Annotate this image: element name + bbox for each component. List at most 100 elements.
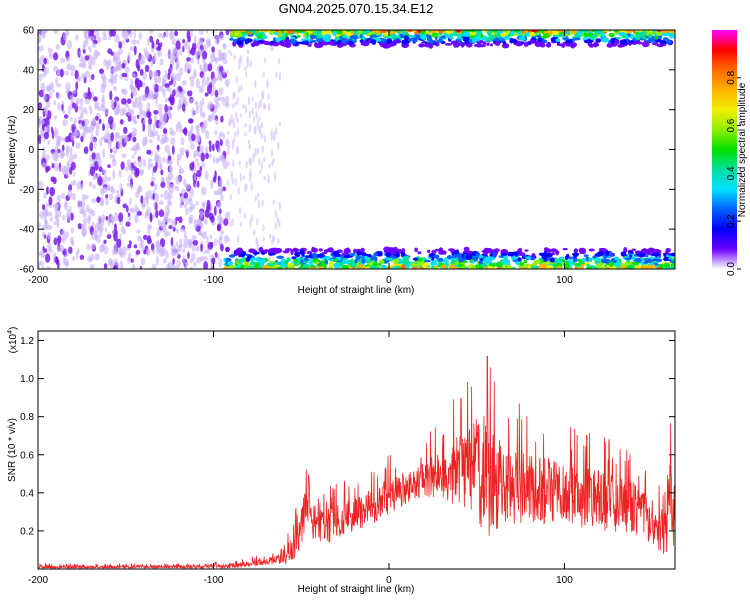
spectrogram-blob bbox=[149, 163, 154, 168]
spectrogram-blob bbox=[202, 50, 208, 60]
spectrogram-blob bbox=[91, 230, 97, 241]
spectrogram-blob bbox=[89, 141, 94, 152]
spectrogram-blob bbox=[82, 43, 86, 49]
spectrogram-x-ticks: -200 -100 0 100 bbox=[28, 30, 573, 286]
spectrogram-band-mark bbox=[364, 258, 372, 264]
spectrogram-blob bbox=[142, 159, 147, 168]
x-tick-label: -200 bbox=[28, 275, 48, 286]
spectrogram-blob bbox=[140, 102, 143, 112]
spectrogram-blob bbox=[139, 265, 143, 269]
spectrogram-blob bbox=[48, 248, 53, 254]
spectrogram-band-mark bbox=[285, 36, 289, 40]
spectrogram-blob bbox=[109, 90, 113, 101]
spectrogram-band-mark bbox=[237, 258, 243, 264]
spectrogram-blob bbox=[179, 202, 183, 209]
spectrogram-blob bbox=[88, 181, 93, 187]
spectrogram-blob bbox=[234, 101, 237, 107]
spectrogram-band-mark bbox=[496, 31, 501, 38]
spectrogram-blob bbox=[169, 30, 173, 41]
spectrogram-blob bbox=[257, 100, 261, 110]
spectrogram-blob bbox=[254, 80, 257, 89]
spectrogram-blob bbox=[150, 181, 155, 187]
spectrogram-blob bbox=[108, 140, 112, 150]
spectrogram-blob bbox=[138, 244, 143, 249]
spectrogram-blob bbox=[270, 149, 274, 158]
spectrogram-blob bbox=[45, 202, 50, 208]
spectrogram-blob bbox=[114, 66, 120, 72]
spectrogram-blob bbox=[261, 199, 264, 207]
spectrogram-blob bbox=[91, 117, 97, 126]
spectrogram-blob bbox=[38, 264, 41, 269]
spectrogram-blob bbox=[234, 177, 238, 187]
spectrogram-marks bbox=[38, 30, 675, 269]
spectrogram-blob bbox=[52, 177, 57, 185]
spectrogram-blob bbox=[57, 69, 61, 76]
spectrogram-blob bbox=[91, 198, 97, 203]
spectrogram-blob bbox=[204, 208, 210, 218]
spectrogram-blob bbox=[38, 102, 42, 111]
spectrogram-band-mark bbox=[263, 40, 271, 46]
spectrogram-blob bbox=[60, 192, 66, 199]
spectrogram-band-mark bbox=[234, 30, 240, 34]
spectrogram-band-mark bbox=[348, 40, 352, 46]
spectrogram-blob bbox=[110, 51, 114, 56]
spectrogram-blob bbox=[113, 223, 117, 232]
spectrogram-blob bbox=[257, 198, 261, 209]
spectrogram-band-mark bbox=[314, 261, 320, 264]
spectrogram-band-mark bbox=[509, 38, 517, 41]
spectrogram-band-mark bbox=[427, 266, 431, 269]
spectrogram-blob bbox=[147, 158, 153, 163]
spectrogram-band-mark bbox=[251, 30, 257, 34]
spectrogram-blob bbox=[188, 118, 193, 123]
spectrogram-band-mark bbox=[320, 260, 325, 267]
spectrogram-blob bbox=[155, 255, 159, 266]
spectrogram-blob bbox=[199, 108, 204, 118]
spectrogram-band-mark bbox=[658, 43, 667, 47]
spectrogram-blob bbox=[91, 42, 96, 49]
spectrogram-band-mark bbox=[326, 33, 331, 40]
spectrogram-band-mark bbox=[572, 37, 581, 41]
spectrogram-blob bbox=[123, 126, 128, 135]
spectrogram-blob bbox=[162, 128, 168, 134]
spectrogram-band-mark bbox=[641, 41, 650, 48]
spectrogram-band-mark bbox=[385, 252, 392, 258]
spectrogram-blob bbox=[72, 255, 76, 262]
spectrogram-band-mark bbox=[335, 256, 342, 260]
spectrogram-blob bbox=[223, 218, 229, 227]
spectrogram-band-mark bbox=[604, 266, 608, 269]
spectrogram-blob bbox=[175, 64, 178, 72]
spectrogram-blob bbox=[66, 160, 70, 166]
spectrogram-band-mark bbox=[648, 248, 656, 254]
spectrogram-blob bbox=[47, 242, 52, 251]
spectrogram-blob bbox=[66, 31, 70, 37]
spectrogram-blob bbox=[127, 107, 131, 117]
spectrogram-blob bbox=[183, 235, 189, 245]
spectrogram-blob bbox=[75, 141, 81, 150]
spectrogram-blob bbox=[172, 257, 175, 265]
spectrogram-blob bbox=[118, 212, 124, 222]
spectrogram-blob bbox=[80, 97, 84, 107]
spectrogram-band-mark bbox=[462, 36, 470, 42]
spectrogram-blob bbox=[169, 166, 174, 174]
spectrogram-band-mark bbox=[269, 30, 275, 35]
spectrogram-blob bbox=[235, 75, 238, 83]
spectrogram-band-mark bbox=[523, 263, 529, 269]
spectrogram-band-mark bbox=[293, 258, 299, 263]
spectrogram-band-mark bbox=[473, 43, 480, 47]
spectrogram-blob bbox=[138, 95, 142, 104]
spectrogram-band-mark bbox=[474, 36, 481, 42]
spectrogram-blob bbox=[108, 116, 114, 125]
spectrogram-blob bbox=[83, 217, 88, 224]
spectrogram-blob bbox=[52, 88, 55, 93]
spectrogram-band-mark bbox=[437, 30, 445, 33]
spectrogram-blob bbox=[196, 125, 200, 136]
spectrogram-blob bbox=[142, 71, 147, 81]
spectrogram-blob bbox=[131, 73, 136, 78]
spectrogram-blob bbox=[171, 36, 176, 45]
spectrogram-blob bbox=[160, 193, 164, 198]
spectrogram-band-mark bbox=[343, 30, 347, 34]
spectrogram-band-mark bbox=[501, 253, 508, 256]
spectrogram-blob bbox=[236, 96, 239, 105]
spectrogram-blob bbox=[248, 123, 251, 134]
